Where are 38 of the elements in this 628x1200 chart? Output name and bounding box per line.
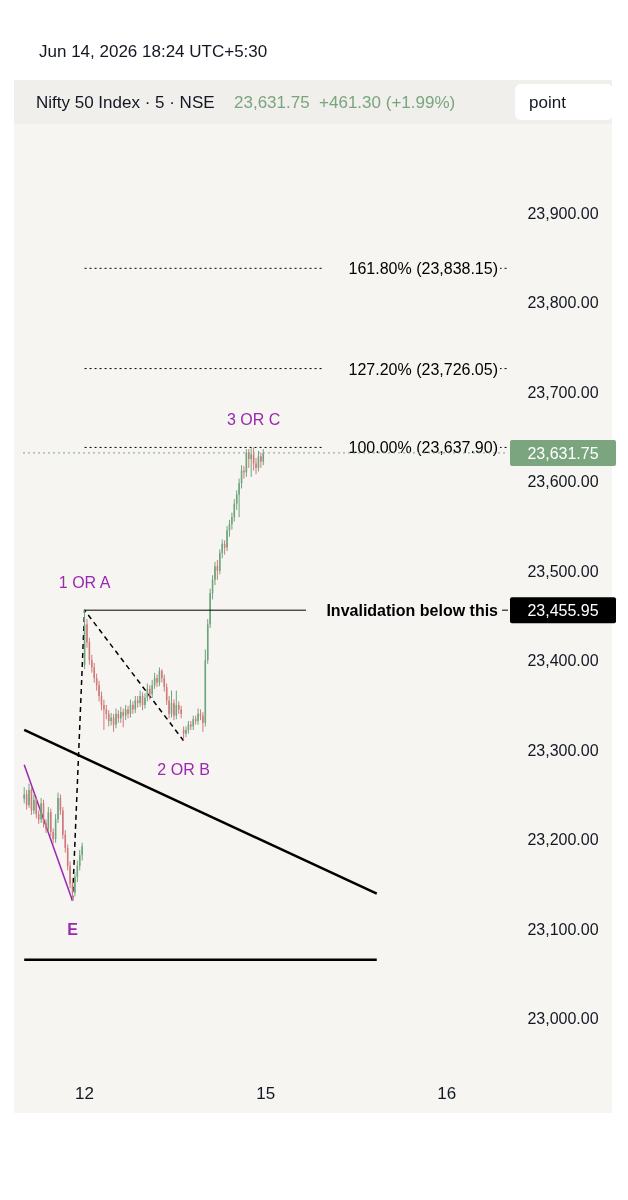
- candlestick: [110, 712, 112, 727]
- annotation: 1 OR A: [58, 574, 111, 592]
- y-tick-label: 23,800.00: [527, 294, 599, 312]
- ref-line-label: 23,631.75: [527, 444, 599, 462]
- candlestick: [23, 786, 25, 804]
- annotation: 3 OR C: [226, 411, 281, 429]
- y-tick-label: 23,100.00: [527, 920, 599, 938]
- y-tick-label: 23,900.00: [527, 205, 599, 222]
- x-tick-label: 15: [256, 1084, 276, 1103]
- ref-line-label: 127.20% (23,726.05): [348, 360, 498, 378]
- annotation: E: [67, 920, 79, 938]
- ref-line-label: 161.80% (23,838.15): [348, 260, 498, 278]
- y-tick-label: 23,600.00: [527, 473, 599, 491]
- x-tick-label: 16: [437, 1084, 457, 1103]
- candlestick: [180, 705, 182, 719]
- text: 23,631.75 +461.30 (+1.99%): [234, 93, 456, 112]
- ref-line-label: 100.00% (23,637.90): [348, 439, 498, 457]
- candlestick: [122, 708, 124, 728]
- candlestick: [120, 706, 122, 724]
- y-tick-label: 23,300.00: [527, 741, 599, 759]
- y-tick-label: 23,400.00: [527, 652, 599, 670]
- annotation: 2 OR B: [157, 760, 210, 778]
- candlestick: [33, 793, 35, 815]
- y-tick-label: 23,500.00: [527, 562, 599, 580]
- y-tick-label: 23,000.00: [527, 1010, 599, 1027]
- ref-line-label: Invalidation below this: [326, 602, 499, 620]
- candlestick: [260, 452, 262, 469]
- candlestick: [173, 699, 175, 721]
- y-tick-label: 23,200.00: [527, 831, 599, 849]
- candlestick: [185, 725, 187, 738]
- chart-title: Nifty 50 Index · 5 · NSE: [36, 93, 215, 112]
- chart-subtitle: Jun 14, 2026 18:24 UTC+5:30: [39, 42, 268, 61]
- x-tick-label: 12: [75, 1084, 95, 1103]
- text: 23,455.95: [527, 602, 599, 620]
- y-tick-label: 23,700.00: [527, 383, 599, 401]
- candlestick: [202, 711, 204, 733]
- text: point: [529, 93, 567, 112]
- candlestick: [132, 700, 134, 715]
